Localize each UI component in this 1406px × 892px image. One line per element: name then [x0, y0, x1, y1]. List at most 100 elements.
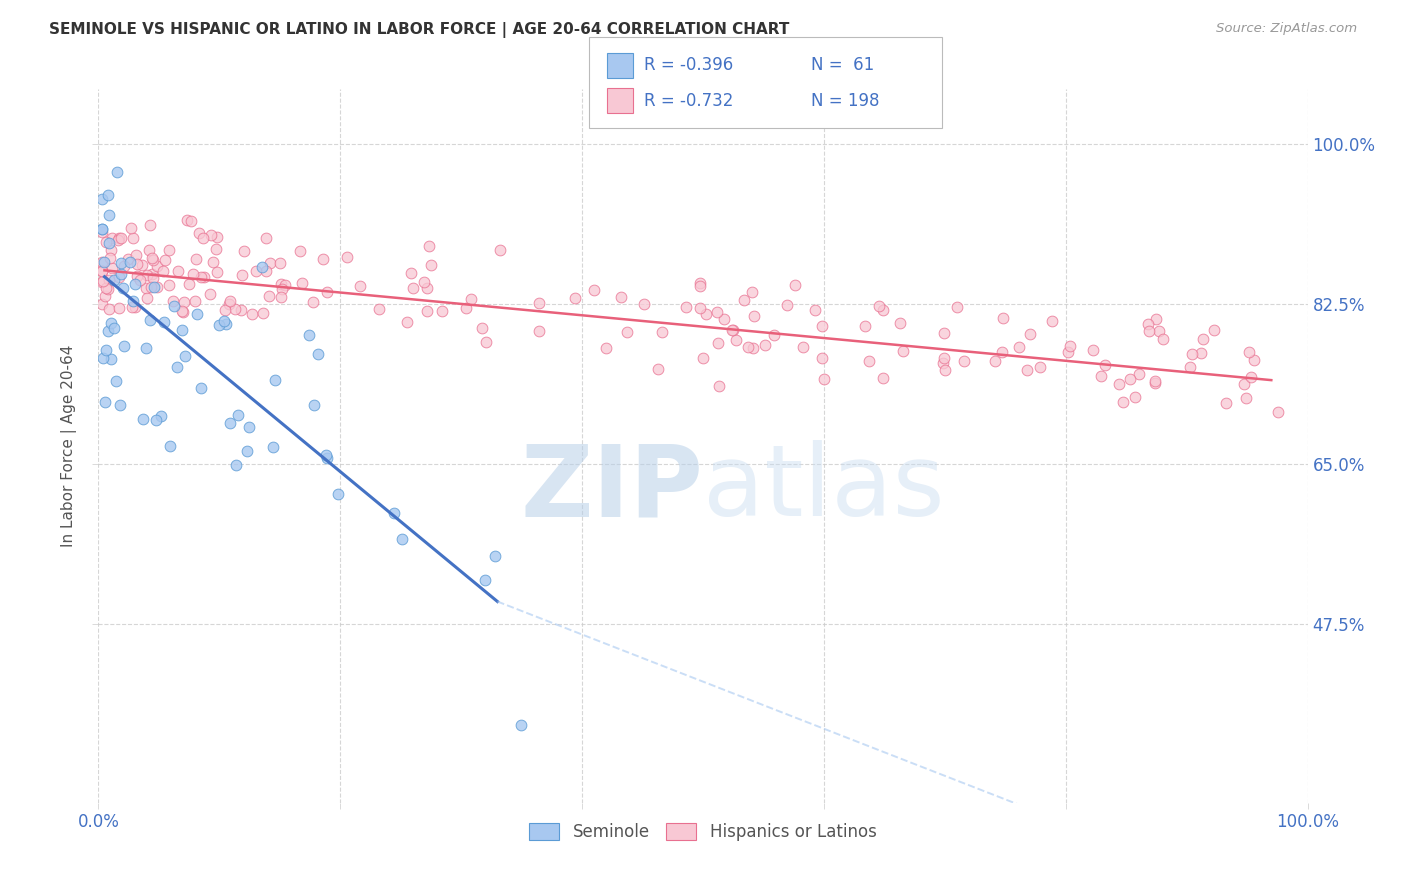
- Point: [180, 214, 202, 228]
- Point: [141, 268, 163, 282]
- Point: [232, 244, 254, 258]
- Point: [205, 230, 228, 244]
- Point: [159, 438, 181, 452]
- Point: [120, 221, 142, 235]
- Point: [163, 300, 186, 314]
- Point: [226, 408, 249, 422]
- Point: [191, 231, 214, 245]
- Point: [135, 268, 157, 282]
- Point: [391, 532, 413, 546]
- Point: [1128, 367, 1150, 381]
- Point: [689, 301, 711, 315]
- Point: [152, 264, 174, 278]
- Point: [218, 297, 240, 311]
- Point: [97, 273, 120, 287]
- Point: [470, 320, 492, 334]
- Point: [91, 274, 114, 288]
- Point: [804, 302, 827, 317]
- Point: [633, 297, 655, 311]
- Point: [97, 188, 120, 202]
- Point: [132, 412, 155, 426]
- Point: [188, 227, 211, 241]
- Point: [564, 291, 586, 305]
- Point: [186, 307, 208, 321]
- Point: [454, 301, 477, 315]
- Point: [721, 322, 744, 336]
- Point: [91, 351, 114, 365]
- Point: [934, 363, 956, 377]
- Point: [1137, 325, 1160, 339]
- Point: [107, 233, 129, 247]
- Point: [131, 258, 153, 272]
- Point: [204, 242, 226, 256]
- Text: Source: ZipAtlas.com: Source: ZipAtlas.com: [1216, 22, 1357, 36]
- Point: [741, 285, 763, 299]
- Point: [103, 321, 125, 335]
- Point: [1243, 353, 1265, 368]
- Point: [582, 283, 605, 297]
- Point: [1094, 359, 1116, 373]
- Point: [219, 294, 242, 309]
- Point: [142, 253, 165, 268]
- Point: [706, 304, 728, 318]
- Point: [91, 221, 114, 235]
- Point: [616, 325, 638, 339]
- Point: [675, 300, 697, 314]
- Legend: Seminole, Hispanics or Latinos: Seminole, Hispanics or Latinos: [523, 816, 883, 848]
- Point: [1152, 332, 1174, 346]
- Point: [401, 266, 423, 280]
- Point: [430, 303, 453, 318]
- Point: [112, 281, 135, 295]
- Point: [785, 278, 807, 293]
- Point: [270, 290, 292, 304]
- Point: [270, 277, 292, 291]
- Point: [118, 254, 141, 268]
- Point: [264, 373, 287, 387]
- Point: [315, 451, 337, 466]
- Point: [125, 248, 148, 262]
- Point: [110, 231, 132, 245]
- Point: [1202, 323, 1225, 337]
- Point: [201, 255, 224, 269]
- Point: [141, 251, 163, 265]
- Point: [762, 327, 785, 342]
- Point: [792, 341, 814, 355]
- Point: [510, 718, 533, 732]
- Point: [91, 264, 114, 278]
- Point: [931, 356, 953, 370]
- Point: [1059, 339, 1081, 353]
- Point: [307, 347, 329, 361]
- Point: [91, 264, 114, 278]
- Point: [416, 304, 439, 318]
- Point: [1267, 404, 1289, 418]
- Point: [474, 335, 496, 350]
- Point: [173, 294, 195, 309]
- Point: [170, 322, 193, 336]
- Point: [112, 339, 135, 353]
- Text: ZIP: ZIP: [520, 441, 703, 537]
- Point: [1191, 331, 1213, 345]
- Point: [1119, 372, 1142, 386]
- Point: [186, 252, 208, 266]
- Point: [236, 443, 259, 458]
- Point: [1234, 391, 1257, 405]
- Point: [174, 349, 197, 363]
- Point: [595, 341, 617, 355]
- Point: [254, 264, 277, 278]
- Point: [315, 448, 337, 462]
- Point: [212, 314, 235, 328]
- Point: [252, 260, 274, 274]
- Point: [1083, 343, 1105, 357]
- Point: [139, 313, 162, 327]
- Point: [990, 345, 1012, 359]
- Point: [117, 252, 139, 266]
- Point: [108, 398, 131, 412]
- Point: [146, 280, 169, 294]
- Point: [98, 251, 121, 265]
- Point: [101, 231, 124, 245]
- Point: [94, 343, 117, 357]
- Point: [1144, 311, 1167, 326]
- Point: [100, 244, 122, 258]
- Point: [1144, 376, 1167, 390]
- Point: [91, 275, 114, 289]
